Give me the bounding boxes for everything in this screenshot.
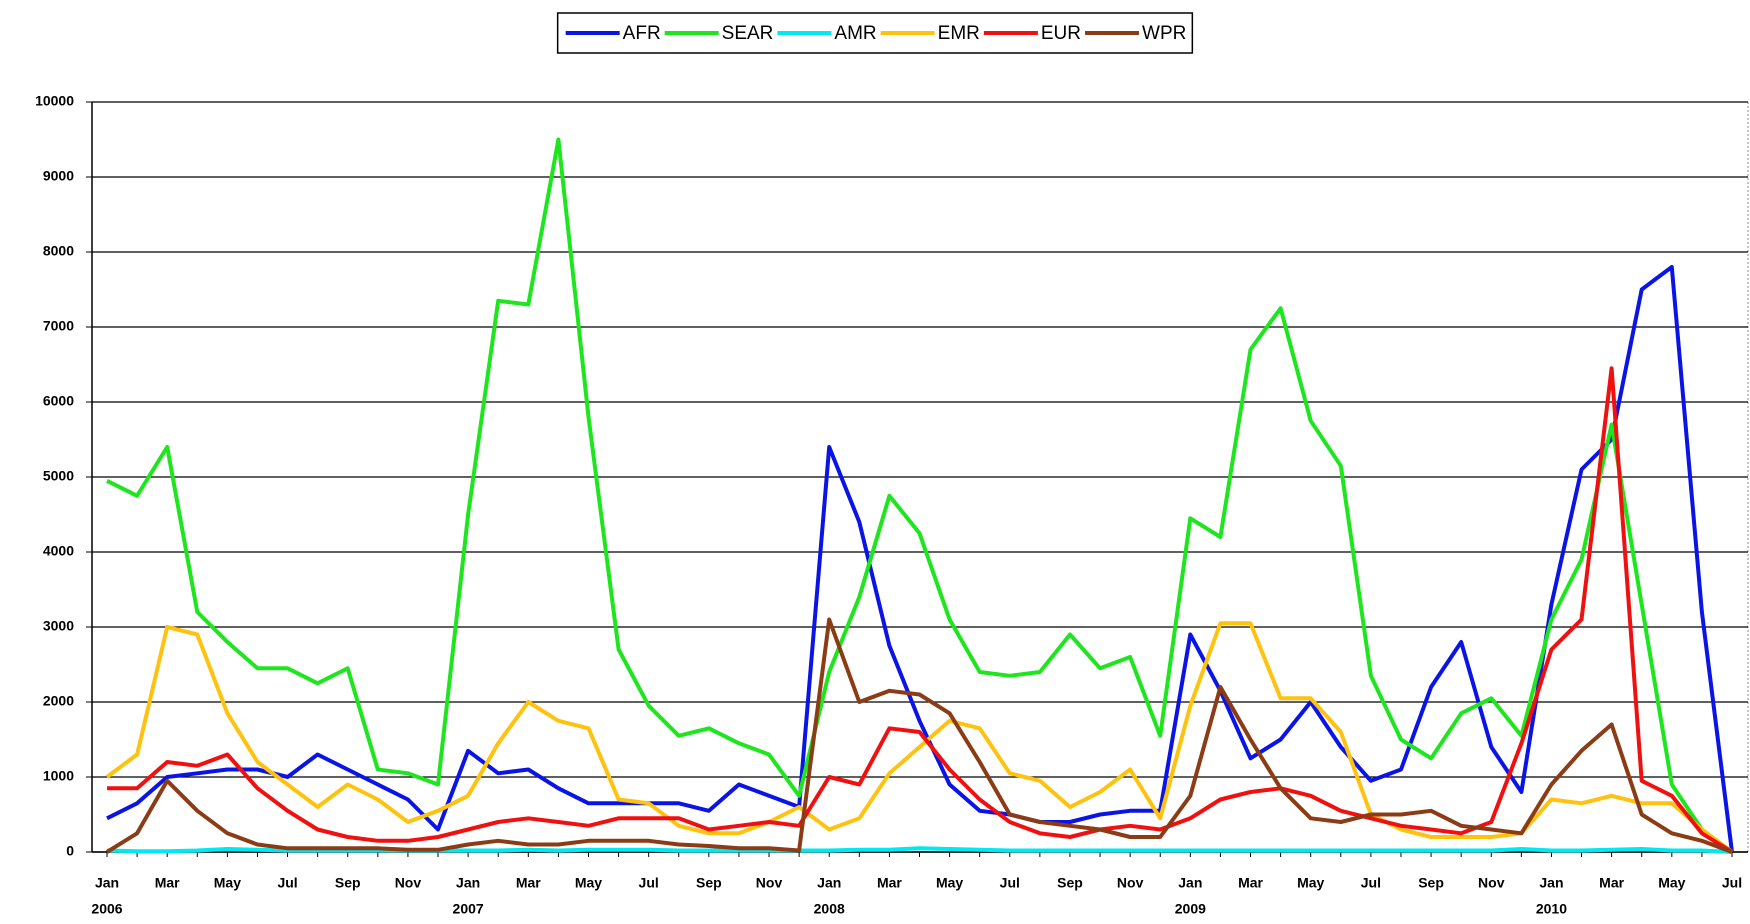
x-tick-label: Nov	[1117, 875, 1144, 891]
legend-label: AMR	[834, 23, 876, 44]
x-tick-label: Jul	[277, 875, 297, 891]
x-tick-label: Jul	[1361, 875, 1381, 891]
x-tick-label: Sep	[1418, 875, 1444, 891]
y-tick-label: 3000	[43, 618, 74, 634]
x-tick-label: Mar	[155, 875, 180, 891]
x-year-label: 2008	[814, 901, 845, 917]
x-year-label: 2006	[91, 901, 122, 917]
x-tick-label: Mar	[877, 875, 902, 891]
y-tick-label: 9000	[43, 168, 74, 184]
series-line	[106, 137, 1734, 854]
x-year-label: 2007	[453, 901, 484, 917]
x-tick-label: Jul	[639, 875, 659, 891]
legend-label: WPR	[1142, 23, 1186, 44]
x-tick-label: Jan	[95, 875, 119, 891]
x-tick-label: Nov	[395, 875, 422, 891]
x-tick-label: Jan	[456, 875, 480, 891]
x-tick-label: Jan	[817, 875, 841, 891]
x-tick-label: Mar	[1599, 875, 1624, 891]
x-year-label: 2010	[1536, 901, 1567, 917]
x-tick-label: Jan	[1539, 875, 1563, 891]
y-tick-label: 1000	[43, 768, 74, 784]
x-tick-label: Sep	[1057, 875, 1083, 891]
x-tick-label: May	[1297, 875, 1324, 891]
legend-label: SEAR	[722, 23, 774, 44]
x-tick-label: May	[936, 875, 963, 891]
x-tick-label: Nov	[756, 875, 783, 891]
x-tick-label: Mar	[516, 875, 541, 891]
y-tick-label: 0	[66, 843, 74, 859]
series-line	[105, 621, 1734, 854]
legend: AFR SEAR AMR EMR EUR WPR	[556, 12, 1194, 54]
series-line	[106, 846, 1733, 854]
legend-label: EUR	[1041, 23, 1081, 44]
y-tick-label: 10000	[35, 93, 74, 109]
x-tick-label: Jul	[1000, 875, 1020, 891]
x-tick-label: Sep	[696, 875, 722, 891]
legend-label: EMR	[938, 23, 980, 44]
series-line	[105, 617, 1733, 854]
x-tick-label: Mar	[1238, 875, 1263, 891]
series-line	[107, 366, 1734, 854]
x-tick-label: May	[1658, 875, 1685, 891]
y-tick-label: 2000	[43, 693, 74, 709]
y-tick-label: 6000	[43, 393, 74, 409]
legend-label: AFR	[623, 23, 661, 44]
x-tick-label: Jan	[1178, 875, 1202, 891]
x-tick-label: May	[214, 875, 241, 891]
x-tick-label: Nov	[1478, 875, 1505, 891]
x-tick-label: May	[575, 875, 602, 891]
x-tick-label: Jul	[1722, 875, 1742, 891]
y-tick-label: 5000	[43, 468, 74, 484]
y-tick-label: 7000	[43, 318, 74, 334]
x-year-label: 2009	[1175, 901, 1206, 917]
y-tick-label: 4000	[43, 543, 74, 559]
series-line	[106, 265, 1734, 853]
x-tick-label: Sep	[335, 875, 361, 891]
y-tick-label: 8000	[43, 243, 74, 259]
